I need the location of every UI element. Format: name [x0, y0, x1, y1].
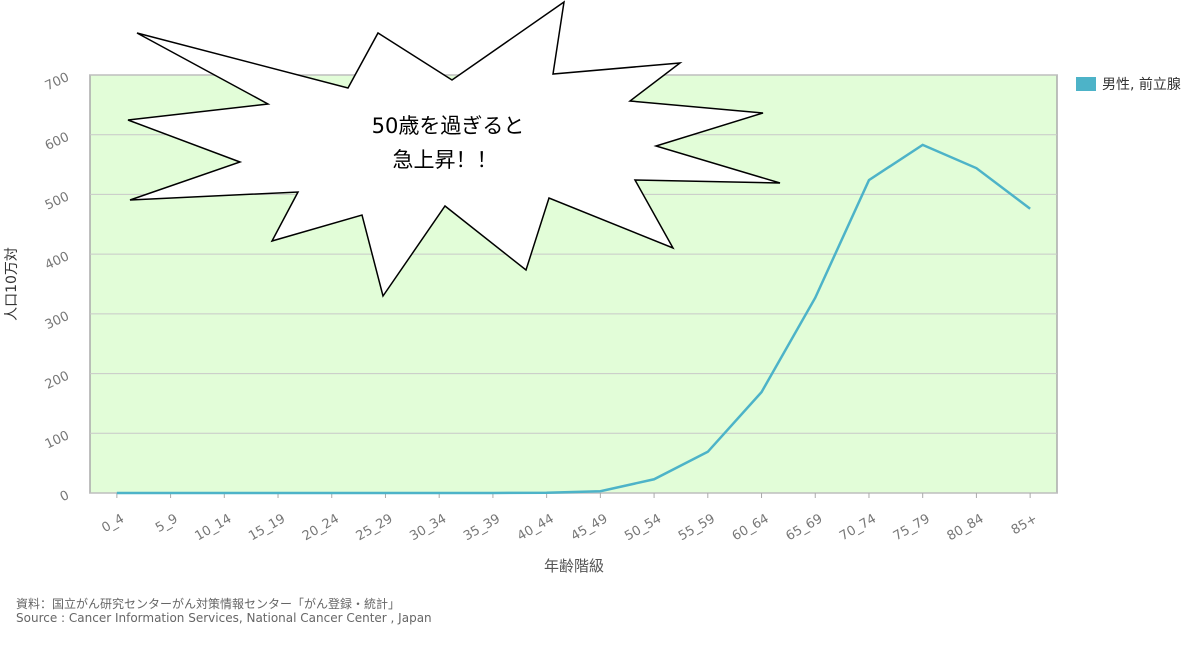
- x-tick-label: 75_79: [891, 511, 933, 544]
- x-tick-label: 80_84: [945, 511, 987, 544]
- series-line: [116, 143, 1031, 495]
- y-tick-label: 400: [43, 249, 72, 273]
- x-tick-label: 65_69: [783, 511, 825, 544]
- y-tick-label: 200: [43, 369, 72, 393]
- x-tick-label: 55_59: [676, 511, 718, 544]
- y-tick-label: 0: [58, 488, 72, 505]
- starburst: [127, 0, 781, 298]
- x-tick-label: 40_44: [515, 511, 557, 544]
- x-tick-label: 60_64: [730, 511, 772, 544]
- x-tick-label: 70_74: [837, 511, 879, 544]
- x-tick-label: 10_14: [193, 511, 235, 544]
- y-tick-label: 500: [43, 189, 72, 213]
- legend-label[interactable]: 男性, 前立腺: [1102, 76, 1181, 93]
- x-tick-label: 20_24: [300, 511, 342, 544]
- x-tick-label: 50_54: [622, 511, 664, 544]
- x-axis-label: 年齢階級: [544, 557, 604, 575]
- source: 資料：国立がん研究センターがん対策情報センター「がん登録・統計」: [16, 596, 400, 611]
- x-tick-label: 25_29: [354, 511, 396, 544]
- y-axis-label: 人口10万対: [4, 247, 20, 321]
- x-tick-label: 0_4: [99, 511, 126, 536]
- source: Source : Cancer Information Services, Na…: [16, 611, 432, 625]
- y-tick-label: 300: [43, 309, 72, 333]
- y-tick-label: 700: [43, 70, 72, 94]
- x-tick-label: 15_19: [246, 511, 288, 544]
- x-tick-label: 5_9: [153, 511, 180, 536]
- legend-swatch: [1076, 77, 1096, 91]
- y-tick-label: 100: [43, 428, 72, 452]
- x-tick-label: 85+: [1009, 511, 1040, 538]
- x-tick-label: 35_39: [461, 511, 503, 544]
- y-tick-label: 600: [43, 130, 72, 154]
- marks: [116, 143, 1031, 495]
- x-tick-label: 45_49: [569, 511, 611, 544]
- x-tick-label: 30_34: [407, 511, 449, 544]
- annotation: 急上昇！！: [393, 148, 498, 172]
- annotation: 50歳を過ぎると: [372, 114, 525, 138]
